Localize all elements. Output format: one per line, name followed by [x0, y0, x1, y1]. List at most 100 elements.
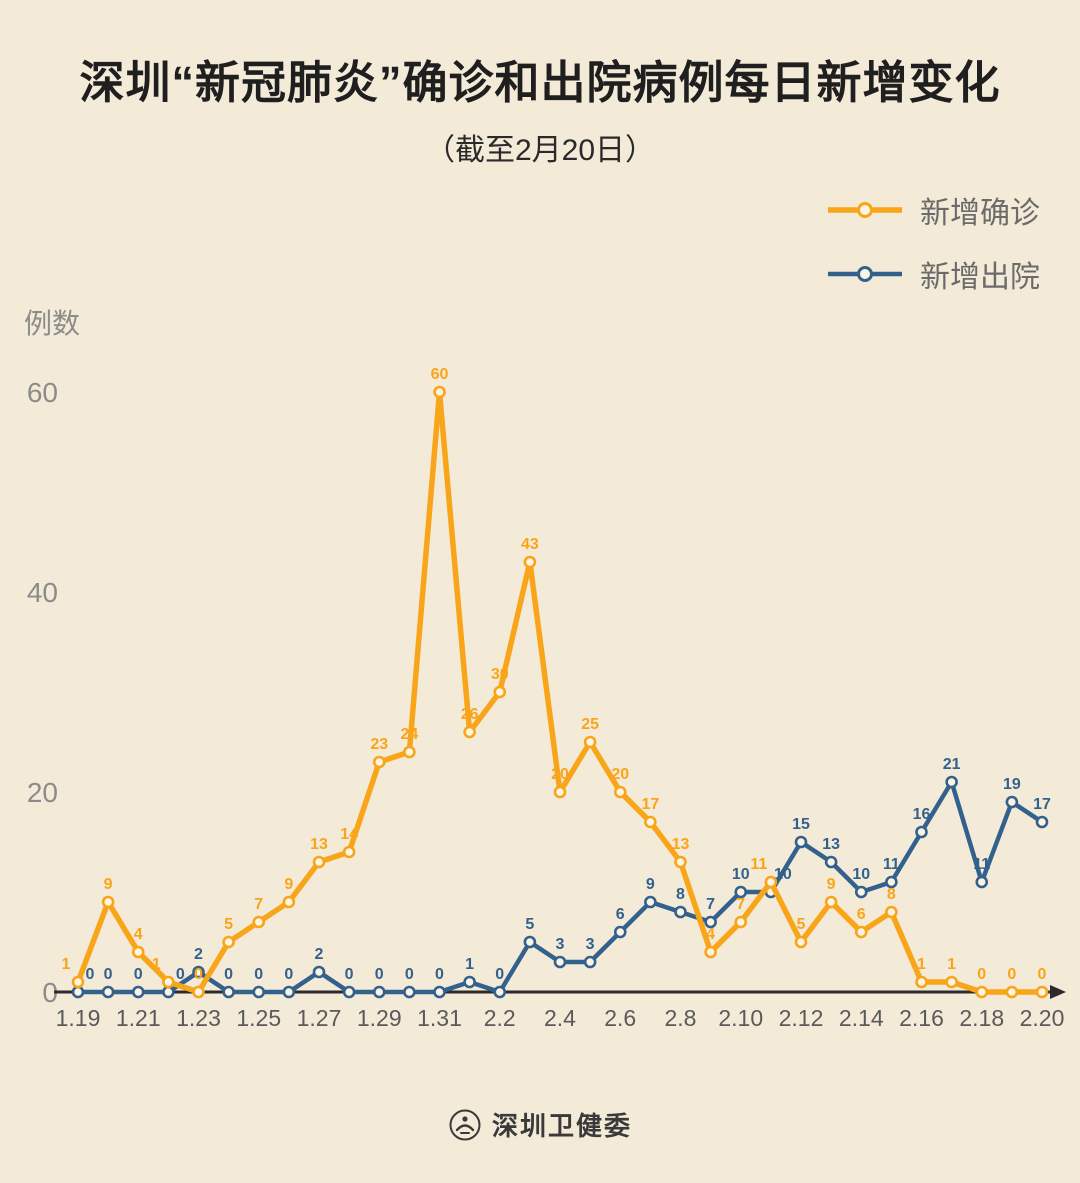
- legend-item-confirmed: 新增确诊: [826, 188, 1040, 232]
- confirmed-data-label: 0: [977, 966, 986, 983]
- confirmed-series-marker-icon: [828, 202, 902, 218]
- discharged-data-point: [131, 985, 145, 999]
- confirmed-data-point: [342, 845, 356, 859]
- footer: 深圳卫健委: [0, 1106, 1080, 1143]
- confirmed-data-point: [915, 975, 928, 989]
- footer-source: 深圳卫健委: [491, 1111, 632, 1141]
- confirmed-data-point: [945, 975, 958, 989]
- confirmed-data-point: [403, 745, 416, 759]
- discharged-data-point: [282, 985, 296, 999]
- discharged-data-point: [523, 935, 537, 949]
- discharged-data-label: 16: [913, 806, 931, 823]
- y-axis-label: 例数: [24, 308, 81, 339]
- x-tick-label: 1.29: [357, 1005, 402, 1031]
- discharged-data-point: [312, 965, 326, 979]
- confirmed-data-label: 1: [917, 956, 926, 973]
- x-tick-label: 1.21: [116, 1005, 161, 1031]
- discharged-data-point: [945, 775, 958, 789]
- confirmed-data-point: [222, 935, 235, 949]
- y-tick-label: 20: [27, 777, 58, 808]
- discharged-data-point: [885, 875, 898, 889]
- x-tick-label: 2.16: [899, 1005, 944, 1031]
- confirmed-data-label: 13: [310, 836, 328, 853]
- discharged-data-point: [794, 835, 808, 849]
- discharged-data-label: 0: [405, 966, 414, 983]
- discharged-data-point: [1005, 795, 1019, 809]
- discharged-data-point: [342, 985, 356, 999]
- confirmed-data-point: [372, 755, 386, 769]
- discharged-data-point: [71, 985, 85, 999]
- discharged-data-label: 2: [194, 946, 203, 963]
- discharged-data-point: [252, 985, 266, 999]
- confirmed-data-point: [131, 945, 145, 959]
- confirmed-data-label: 5: [224, 916, 233, 933]
- confirmed-data-point: [975, 985, 989, 999]
- confirmed-data-point: [523, 555, 537, 569]
- discharged-data-label: 0: [86, 966, 95, 983]
- confirmed-data-point: [824, 895, 838, 909]
- confirmed-data-label: 0: [194, 966, 203, 983]
- x-tick-label: 1.19: [56, 1005, 101, 1031]
- confirmed-data-point: [704, 945, 717, 959]
- confirmed-data-point: [493, 685, 507, 699]
- discharged-data-label: 10: [774, 866, 792, 883]
- discharged-data-point: [824, 855, 838, 869]
- discharged-data-label: 3: [556, 936, 565, 953]
- discharged-data-point: [222, 985, 235, 999]
- discharged-data-label: 11: [973, 856, 990, 873]
- discharged-data-label: 5: [525, 916, 534, 933]
- y-tick-label: 0: [42, 977, 58, 1008]
- discharged-data-label: 1: [465, 956, 474, 973]
- confirmed-data-point: [192, 985, 205, 999]
- discharged-data-point: [101, 985, 115, 999]
- confirmed-data-label: 23: [370, 736, 388, 753]
- confirmed-data-label: 5: [797, 916, 806, 933]
- confirmed-data-label: 7: [254, 896, 263, 913]
- confirmed-data-label: 60: [431, 366, 449, 383]
- discharged-data-label: 7: [706, 896, 715, 913]
- discharged-data-label: 9: [646, 876, 655, 893]
- confirmed-data-point: [71, 975, 85, 989]
- discharged-data-point: [915, 825, 928, 839]
- discharged-data-point: [463, 975, 476, 989]
- x-tick-label: 2.18: [959, 1005, 1004, 1031]
- discharged-data-label: 0: [435, 966, 444, 983]
- confirmed-data-point: [553, 785, 567, 799]
- discharged-data-label: 0: [345, 966, 354, 983]
- x-tick-label: 1.23: [176, 1005, 221, 1031]
- confirmed-data-label: 4: [134, 926, 143, 943]
- discharged-data-label: 0: [224, 966, 233, 983]
- discharged-data-label: 11: [883, 856, 900, 873]
- confirmed-data-point: [854, 925, 868, 939]
- confirmed-data-label: 30: [491, 666, 509, 683]
- confirmed-data-label: 4: [706, 926, 715, 943]
- y-tick-label: 60: [27, 377, 58, 408]
- discharged-data-label: 19: [1003, 776, 1021, 793]
- y-tick-label: 40: [27, 577, 58, 608]
- legend-item-discharged: 新增出院: [826, 252, 1040, 296]
- legend-label-confirmed: 新增确诊: [920, 197, 1040, 230]
- discharged-data-point: [674, 905, 687, 919]
- x-tick-label: 2.2: [484, 1005, 516, 1031]
- confirmed-data-point: [583, 735, 597, 749]
- x-tick-label: 2.20: [1020, 1005, 1065, 1031]
- discharged-data-point: [493, 985, 507, 999]
- discharged-data-label: 3: [586, 936, 595, 953]
- discharged-data-point: [162, 985, 175, 999]
- confirmed-data-label: 20: [551, 766, 569, 783]
- discharged-data-point: [433, 985, 446, 999]
- confirmed-data-point: [101, 895, 115, 909]
- discharged-data-label: 17: [1033, 796, 1051, 813]
- discharged-data-point: [403, 985, 416, 999]
- confirmed-data-label: 1: [947, 956, 956, 973]
- x-axis-arrow-icon: [1050, 985, 1066, 999]
- confirmed-data-label: 9: [104, 876, 113, 893]
- discharged-data-label: 0: [104, 966, 113, 983]
- discharged-data-label: 0: [254, 966, 263, 983]
- confirmed-data-label: 9: [827, 876, 836, 893]
- discharged-data-label: 0: [284, 966, 293, 983]
- confirmed-data-point: [644, 815, 657, 829]
- x-tick-label: 2.6: [604, 1005, 636, 1031]
- confirmed-data-label: 6: [857, 906, 866, 923]
